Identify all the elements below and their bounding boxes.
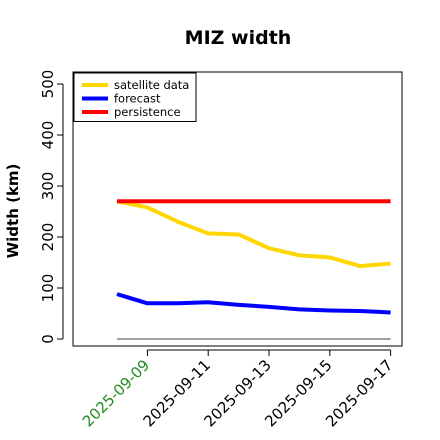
legend-label: forecast	[114, 92, 161, 106]
y-tick-label: 200	[39, 223, 57, 252]
y-axis-label: Width (km)	[4, 164, 22, 259]
legend-label: persistence	[114, 105, 181, 119]
y-tick-label: 300	[39, 172, 57, 201]
plot-frame	[72, 71, 403, 347]
y-tick-label: 0	[39, 334, 57, 344]
y-tick-label: 500	[39, 70, 57, 99]
chart-title: MIZ width	[185, 27, 292, 49]
series-line-forecast	[116, 292, 391, 315]
series-line-satellite-data	[116, 199, 391, 269]
y-tick-label: 400	[39, 121, 57, 150]
y-tick-label: 100	[39, 274, 57, 303]
legend-label: satellite data	[114, 78, 189, 92]
